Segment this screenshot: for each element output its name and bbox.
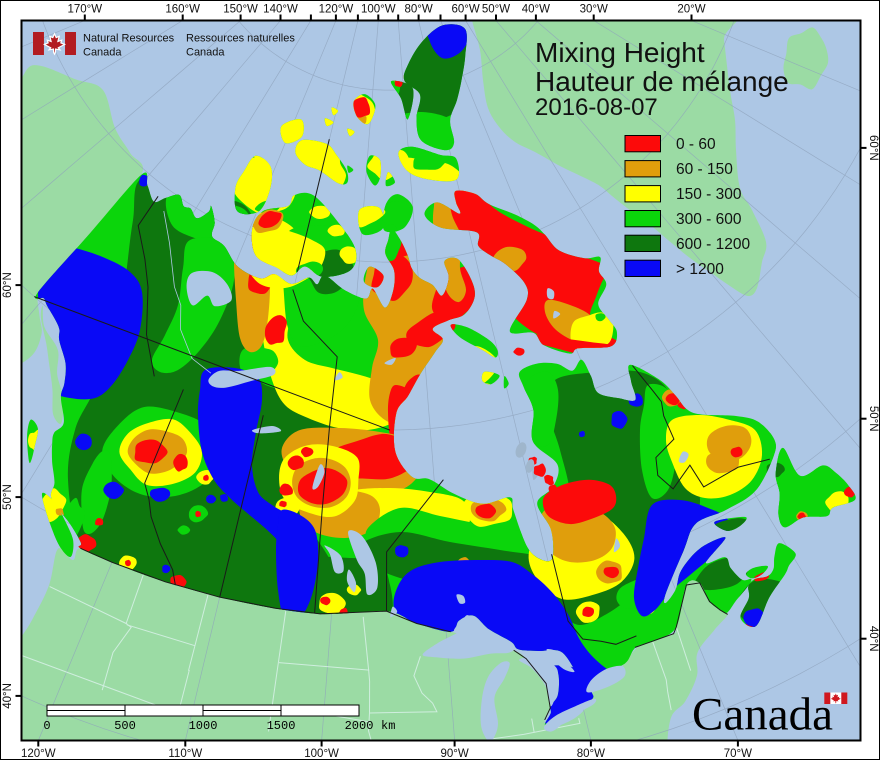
svg-text:100°W: 100°W	[304, 748, 339, 760]
svg-text:40°W: 40°W	[522, 4, 550, 16]
svg-text:300 - 600: 300 - 600	[676, 211, 742, 228]
svg-text:Ressources naturelles: Ressources naturelles	[186, 33, 295, 45]
svg-text:50°N: 50°N	[867, 406, 879, 432]
svg-text:70°W: 70°W	[724, 748, 752, 760]
svg-text:80°W: 80°W	[577, 748, 605, 760]
svg-text:120°W: 120°W	[319, 4, 354, 16]
svg-text:Canada: Canada	[692, 689, 833, 741]
svg-text:1000: 1000	[189, 719, 218, 733]
svg-text:40°N: 40°N	[867, 626, 879, 652]
svg-text:60°N: 60°N	[2, 272, 14, 298]
svg-text:150°W: 150°W	[223, 4, 258, 16]
svg-text:> 1200: > 1200	[676, 261, 724, 278]
svg-text:Mixing Height: Mixing Height	[535, 37, 705, 68]
svg-text:40°N: 40°N	[2, 683, 14, 709]
svg-text:80°W: 80°W	[404, 4, 432, 16]
svg-text:0: 0	[43, 719, 50, 733]
svg-text:30°W: 30°W	[580, 4, 608, 16]
svg-text:140°W: 140°W	[263, 4, 298, 16]
svg-text:Hauteur de mélange: Hauteur de mélange	[535, 66, 789, 97]
svg-text:2000: 2000	[345, 719, 374, 733]
svg-text:60°W: 60°W	[451, 4, 479, 16]
svg-text:160°W: 160°W	[165, 4, 200, 16]
svg-text:Natural Resources: Natural Resources	[83, 33, 175, 45]
svg-text:110°W: 110°W	[168, 748, 202, 760]
svg-text:50°N: 50°N	[2, 484, 14, 510]
svg-text:km: km	[381, 719, 395, 733]
svg-text:60 - 150: 60 - 150	[676, 161, 733, 178]
svg-text:50°W: 50°W	[482, 4, 510, 16]
svg-text:600 - 1200: 600 - 1200	[676, 236, 750, 253]
svg-text:150 - 300: 150 - 300	[676, 186, 742, 203]
svg-text:100°W: 100°W	[361, 4, 396, 16]
svg-text:120°W: 120°W	[21, 748, 56, 760]
svg-text:170°W: 170°W	[67, 4, 102, 16]
svg-text:60°N: 60°N	[867, 135, 879, 161]
svg-text:500: 500	[114, 719, 136, 733]
svg-text:0 - 60: 0 - 60	[676, 136, 716, 153]
svg-text:2016-08-07: 2016-08-07	[535, 94, 658, 121]
svg-text:Canada: Canada	[186, 47, 225, 59]
svg-text:1500: 1500	[267, 719, 296, 733]
svg-text:90°W: 90°W	[440, 748, 468, 760]
svg-text:20°W: 20°W	[677, 4, 705, 16]
svg-text:Canada: Canada	[83, 47, 122, 59]
